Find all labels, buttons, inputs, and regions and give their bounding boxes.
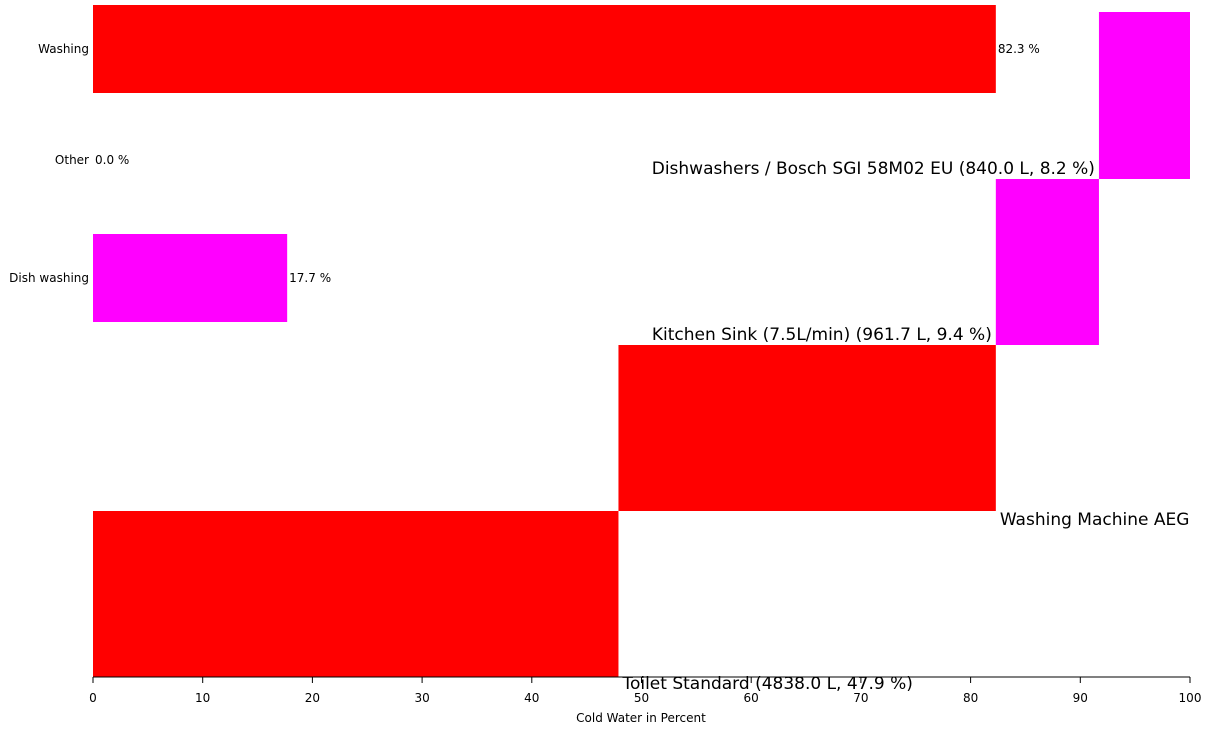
segment-label: Dishwashers / Bosch SGI 58M02 EU (840.0 … xyxy=(652,159,1095,179)
x-tick-label: 70 xyxy=(853,691,868,705)
x-axis: 0 10 20 30 40 50 60 70 80 90 100 xyxy=(89,676,1202,705)
x-tick-label: 50 xyxy=(634,691,649,705)
category-bar xyxy=(93,5,996,93)
x-tick-label: 30 xyxy=(414,691,429,705)
segment-label: Toilet Standard (4838.0 L, 47.9 %) xyxy=(621,674,912,694)
segment-bar xyxy=(618,345,996,511)
category-bar xyxy=(93,234,288,322)
x-tick-label: 100 xyxy=(1179,691,1202,705)
x-tick-label: 60 xyxy=(744,691,759,705)
segment-label: Kitchen Sink (7.5L/min) (961.7 L, 9.4 %) xyxy=(652,325,992,345)
category-label: Other xyxy=(55,153,89,167)
segment-layer: Toilet Standard (4838.0 L, 47.9 %) Washin… xyxy=(93,12,1190,694)
segment-bar xyxy=(93,511,619,677)
category-value-label: 0.0 % xyxy=(95,153,129,167)
x-tick-label: 20 xyxy=(305,691,320,705)
category-label: Dish washing xyxy=(9,271,89,285)
x-tick-label: 40 xyxy=(524,691,539,705)
x-tick-label: 10 xyxy=(195,691,210,705)
category-value-label: 17.7 % xyxy=(289,271,331,285)
x-tick-label: 90 xyxy=(1073,691,1088,705)
segment-bar xyxy=(1098,12,1190,179)
x-tick-label: 0 xyxy=(89,691,97,705)
category-bar-layer: Washing 82.3 % Other 0.0 % Dish washing 17.7 … xyxy=(9,5,1040,322)
x-tick-label: 80 xyxy=(963,691,978,705)
x-axis-title: Cold Water in Percent xyxy=(576,711,706,725)
category-value-label: 82.3 % xyxy=(998,42,1040,56)
segment-bar xyxy=(995,179,1099,345)
segment-label: Washing Machine AEG xyxy=(1000,510,1190,530)
category-label: Washing xyxy=(38,42,89,56)
